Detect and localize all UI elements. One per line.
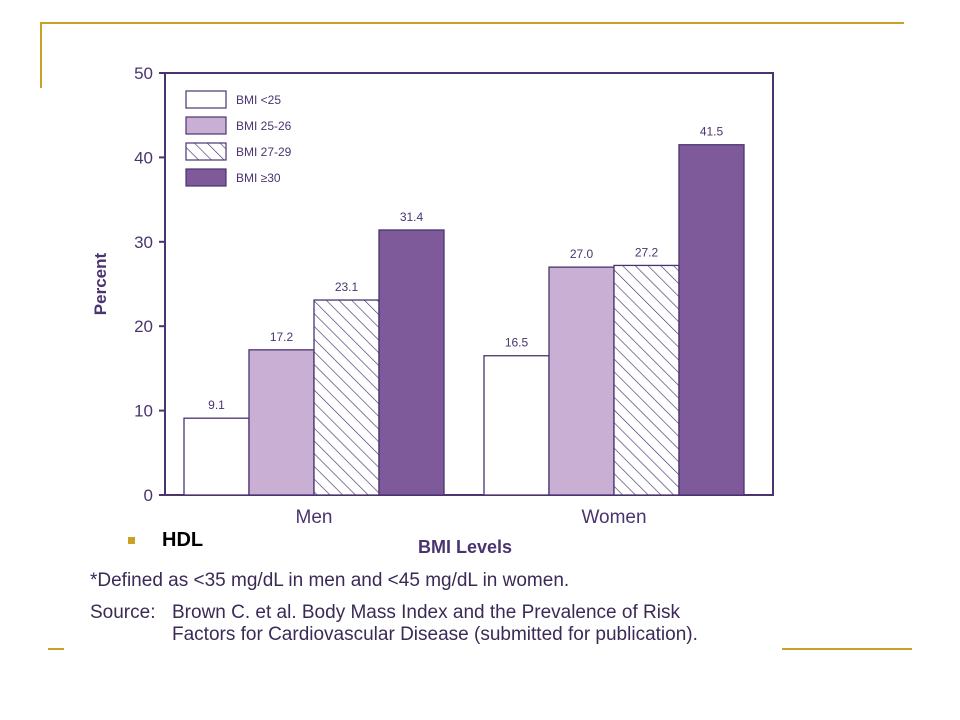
legend-swatch: [185, 116, 227, 135]
data-label: 23.1: [335, 280, 359, 294]
data-label: 41.5: [700, 125, 724, 139]
bar: [613, 264, 680, 496]
bar: [248, 349, 315, 496]
legend-swatch: [185, 142, 227, 161]
bar: [548, 266, 615, 496]
definition-footnote: *Defined as <35 mg/dL in men and <45 mg/…: [90, 570, 570, 591]
legend-label: BMI 25-26: [236, 119, 292, 133]
bar: [678, 144, 745, 496]
x-tick-label: Men: [296, 507, 333, 528]
bar: [378, 229, 445, 496]
data-label: 16.5: [505, 336, 529, 350]
data-label: 27.2: [635, 245, 659, 259]
legend-label: BMI 27-29: [236, 145, 292, 159]
frame-left-line: [40, 22, 42, 88]
bar: [183, 417, 250, 496]
y-tick-label: 20: [134, 317, 153, 336]
y-tick-label: 10: [134, 402, 153, 421]
bullet-text: HDL: [162, 529, 204, 551]
legend-label: BMI <25: [236, 93, 281, 107]
x-tick-label: Women: [581, 507, 646, 528]
x-axis-label: BMI Levels: [418, 537, 512, 557]
source-line-1: Brown C. et al. Body Mass Index and the …: [172, 602, 680, 623]
y-tick-label: 50: [134, 64, 153, 83]
data-label: 9.1: [208, 398, 225, 412]
plot-frame: [164, 72, 774, 496]
y-tick-label: 40: [134, 148, 153, 167]
y-axis-label: Percent: [91, 252, 110, 315]
frame-bottom-right-line: [782, 648, 912, 650]
y-tick-label: 0: [144, 486, 153, 505]
source-label: Source:: [90, 602, 156, 623]
data-label: 31.4: [400, 210, 424, 224]
legend-swatch: [185, 168, 227, 187]
legend-label: BMI ≥30: [236, 171, 281, 185]
data-label: 17.2: [270, 330, 294, 344]
frame-bottom-left-line: [48, 648, 64, 650]
bullet-marker: [128, 537, 135, 544]
bar: [313, 299, 380, 496]
bar: [483, 355, 550, 496]
data-label: 27.0: [570, 247, 594, 261]
frame-top-line: [40, 22, 904, 24]
legend-swatch: [185, 90, 227, 109]
source-line-2: Factors for Cardiovascular Disease (subm…: [172, 624, 698, 645]
y-tick-label: 30: [134, 233, 153, 252]
